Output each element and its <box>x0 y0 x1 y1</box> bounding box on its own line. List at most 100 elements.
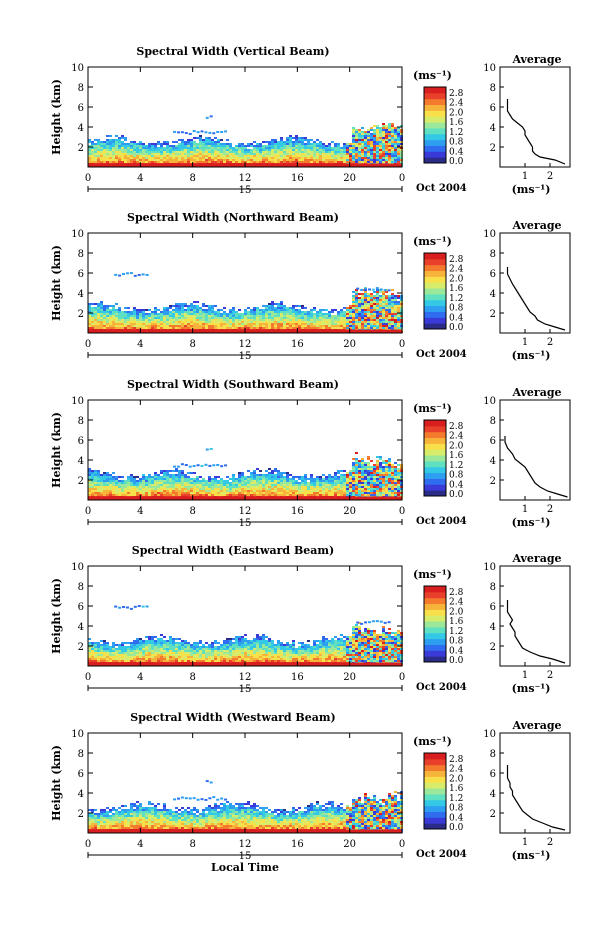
heatmap-cell <box>250 149 253 151</box>
heatmap-cell <box>103 313 106 315</box>
heatmap-cell <box>130 492 133 494</box>
heatmap-cell <box>310 494 313 496</box>
heatmap-cell <box>106 309 109 311</box>
heatmap-cell <box>268 315 271 317</box>
heatmap-cell <box>241 478 244 480</box>
heatmap-cell <box>112 642 115 644</box>
heatmap-cell <box>370 474 373 476</box>
heatmap-cell <box>133 492 136 494</box>
heatmap-cell <box>127 313 130 315</box>
heatmap-cell <box>196 315 199 317</box>
heatmap-cell <box>352 299 355 301</box>
colorbar-tick-label: 1.6 <box>449 118 464 128</box>
heatmap-cell <box>379 307 382 309</box>
heatmap-cell <box>235 161 238 163</box>
heatmap-cell <box>334 143 337 145</box>
heatmap-cell <box>127 323 130 325</box>
heatmap-cell <box>265 478 268 480</box>
heatmap-cell <box>211 488 214 490</box>
heatmap-cell <box>319 490 322 492</box>
heatmap-cell <box>115 323 118 325</box>
heatmap-cell <box>364 464 367 466</box>
heatmap-cell <box>109 490 112 492</box>
heatmap-cell <box>97 470 100 472</box>
heatmap-cell <box>169 315 172 317</box>
heatmap-cell <box>103 640 106 642</box>
heatmap-cell <box>274 476 277 478</box>
heatmap-cell <box>181 143 184 145</box>
heatmap-cell <box>301 139 304 141</box>
x-tick-label: 20 <box>343 339 356 350</box>
heatmap-cell <box>154 153 157 155</box>
heatmap-cell <box>373 143 376 145</box>
heatmap-cell <box>163 325 166 327</box>
heatmap-cell <box>184 325 187 327</box>
colorbar-swatch <box>424 288 446 295</box>
heatmap-cell <box>220 151 223 153</box>
heatmap-cell <box>319 151 322 153</box>
heatmap-cell <box>175 311 178 313</box>
heatmap-cell <box>214 484 217 486</box>
heatmap-cell <box>256 157 259 159</box>
heatmap-cell <box>337 478 340 480</box>
heatmap-cell <box>382 488 385 490</box>
heatmap-cell <box>271 141 274 143</box>
heatmap-cell <box>274 313 277 315</box>
heatmap-cell <box>88 147 91 149</box>
heatmap-cell <box>208 161 211 163</box>
heatmap-cell <box>387 289 391 292</box>
heatmap-cell <box>229 161 232 163</box>
heatmap-cell <box>109 327 112 329</box>
heatmap-cell <box>376 297 379 299</box>
heatmap-cell <box>304 139 307 141</box>
colorbar-swatch <box>424 127 446 135</box>
heatmap-cell <box>188 465 192 468</box>
heatmap-cell <box>376 462 379 464</box>
heatmap-cell <box>361 131 364 133</box>
heatmap-cell <box>178 153 181 155</box>
heatmap-cell <box>238 472 241 474</box>
average-y-tick-label: 8 <box>490 83 496 94</box>
heatmap-cell <box>118 646 121 648</box>
heatmap-cell <box>187 476 190 478</box>
heatmap-cell <box>91 658 94 660</box>
heatmap-cell <box>259 159 262 161</box>
heatmap-cell <box>391 303 394 305</box>
heatmap-cell <box>292 153 295 155</box>
heatmap-cell <box>160 155 163 157</box>
heatmap-cell <box>334 315 337 317</box>
heatmap-cell <box>256 323 259 325</box>
heatmap-cell <box>262 141 265 143</box>
heatmap-cell <box>355 466 358 468</box>
heatmap-cell <box>361 311 364 313</box>
heatmap-cell <box>283 486 286 488</box>
heatmap-cell <box>379 155 382 157</box>
heatmap-cell <box>238 143 241 145</box>
heatmap-cell <box>205 319 208 321</box>
heatmap-cell <box>166 315 169 317</box>
heatmap-cell <box>115 327 118 329</box>
heatmap-cell <box>367 482 370 484</box>
heatmap-cell <box>379 149 382 151</box>
heatmap-cell <box>220 482 223 484</box>
heatmap-cell <box>361 313 364 315</box>
heatmap-cell <box>373 157 376 159</box>
heatmap-cell <box>391 307 394 309</box>
heatmap-cell <box>280 143 283 145</box>
heatmap-cell <box>100 159 103 161</box>
heatmap-cell <box>136 321 139 323</box>
heatmap-cell <box>208 313 211 315</box>
heatmap-cell <box>139 480 142 482</box>
heatmap-cell <box>169 490 172 492</box>
heatmap-cell <box>208 149 211 151</box>
heatmap-cell <box>280 149 283 151</box>
heatmap-cell <box>160 325 163 327</box>
heatmap-cell <box>361 141 364 143</box>
heatmap-cell <box>166 490 169 492</box>
heatmap-cell <box>361 470 364 472</box>
heatmap-cell <box>292 143 295 145</box>
heatmap-cell <box>334 159 337 161</box>
heatmap-cell <box>331 155 334 157</box>
colorbar-tick-label: 2.0 <box>449 108 464 118</box>
